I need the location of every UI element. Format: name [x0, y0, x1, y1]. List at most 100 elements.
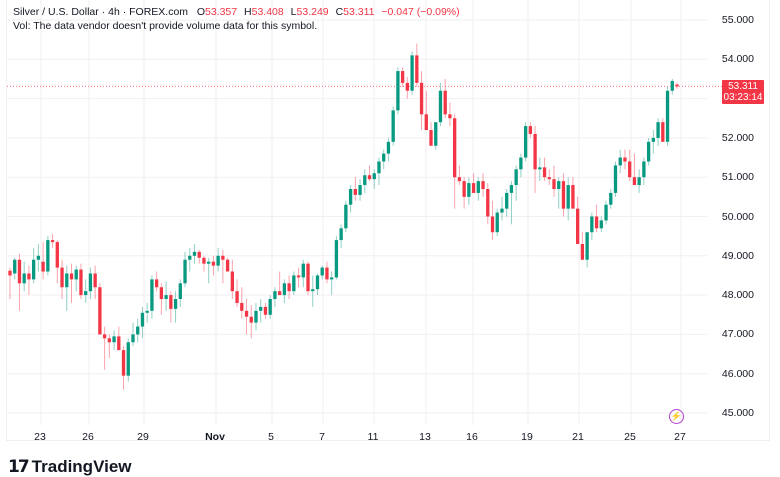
candle[interactable]: [273, 287, 277, 307]
candle[interactable]: [263, 302, 268, 319]
candle[interactable]: [372, 169, 376, 189]
candle[interactable]: [131, 322, 135, 347]
candle[interactable]: [325, 261, 329, 284]
candle[interactable]: [642, 157, 646, 186]
candle[interactable]: [613, 161, 618, 197]
candle[interactable]: [358, 179, 362, 201]
candle[interactable]: [74, 265, 78, 292]
candle[interactable]: [268, 295, 272, 319]
candle[interactable]: [675, 82, 679, 89]
candle[interactable]: [419, 71, 424, 131]
candle[interactable]: [334, 236, 339, 280]
candle[interactable]: [623, 149, 627, 170]
candle[interactable]: [79, 263, 83, 300]
candle[interactable]: [254, 302, 258, 331]
candle[interactable]: [367, 165, 372, 182]
candle[interactable]: [8, 267, 12, 300]
candle[interactable]: [628, 149, 632, 182]
candle[interactable]: [576, 196, 580, 245]
candle[interactable]: [500, 196, 504, 221]
candle[interactable]: [528, 122, 533, 138]
candle[interactable]: [98, 283, 102, 335]
candle[interactable]: [585, 232, 589, 268]
candle[interactable]: [211, 255, 216, 276]
candle[interactable]: [490, 200, 495, 241]
candle[interactable]: [391, 106, 395, 146]
candle[interactable]: [590, 212, 594, 241]
candle[interactable]: [495, 208, 499, 237]
candle[interactable]: [344, 200, 348, 233]
candle[interactable]: [505, 188, 509, 217]
candle[interactable]: [311, 275, 315, 307]
candle[interactable]: [542, 157, 547, 182]
candle[interactable]: [112, 330, 116, 351]
candle[interactable]: [471, 173, 476, 193]
candle[interactable]: [202, 255, 206, 272]
candle[interactable]: [296, 267, 301, 288]
candle[interactable]: [353, 177, 357, 201]
candle[interactable]: [69, 263, 74, 303]
candle[interactable]: [523, 122, 528, 162]
candle[interactable]: [651, 130, 656, 154]
candle[interactable]: [410, 51, 414, 95]
candle[interactable]: [646, 137, 651, 166]
candle[interactable]: [382, 149, 386, 170]
candle[interactable]: [457, 165, 462, 186]
candle[interactable]: [178, 279, 182, 307]
candle[interactable]: [126, 338, 130, 382]
candle[interactable]: [509, 181, 514, 225]
candle[interactable]: [363, 169, 367, 193]
candle[interactable]: [216, 247, 220, 272]
candle[interactable]: [557, 177, 561, 209]
candle[interactable]: [330, 271, 334, 296]
candle[interactable]: [164, 281, 168, 311]
candle[interactable]: [320, 265, 324, 280]
candle[interactable]: [386, 137, 391, 162]
candle[interactable]: [136, 318, 140, 343]
candle[interactable]: [519, 153, 523, 178]
candle[interactable]: [571, 177, 575, 209]
candle[interactable]: [301, 259, 305, 288]
candle[interactable]: [197, 249, 201, 264]
tradingview-logo[interactable]: 17 TradingView: [8, 457, 132, 477]
candle[interactable]: [533, 126, 537, 193]
candle[interactable]: [609, 188, 613, 209]
candle[interactable]: [107, 334, 111, 358]
candle[interactable]: [448, 102, 452, 127]
candle[interactable]: [443, 78, 447, 119]
candle[interactable]: [65, 265, 69, 311]
candle[interactable]: [438, 82, 443, 127]
candle[interactable]: [225, 257, 230, 272]
candle[interactable]: [84, 279, 88, 303]
candle[interactable]: [566, 177, 570, 221]
candle[interactable]: [159, 283, 164, 315]
candle[interactable]: [481, 173, 485, 197]
candle[interactable]: [632, 153, 637, 186]
candle[interactable]: [207, 257, 211, 284]
candle[interactable]: [514, 165, 518, 201]
candle[interactable]: [339, 224, 343, 248]
candle[interactable]: [173, 291, 178, 323]
candle[interactable]: [405, 76, 410, 99]
candle[interactable]: [287, 275, 291, 300]
candle[interactable]: [580, 232, 585, 260]
candle[interactable]: [306, 261, 310, 296]
candle[interactable]: [637, 169, 641, 193]
candle[interactable]: [36, 244, 41, 272]
candle[interactable]: [561, 173, 566, 217]
candle[interactable]: [117, 326, 121, 351]
candle[interactable]: [604, 200, 608, 225]
candle[interactable]: [102, 326, 107, 370]
candle[interactable]: [60, 259, 64, 300]
candle[interactable]: [434, 122, 438, 150]
candle[interactable]: [140, 306, 145, 339]
candle[interactable]: [240, 287, 244, 319]
candle[interactable]: [249, 304, 253, 339]
candle[interactable]: [277, 271, 282, 296]
candle[interactable]: [145, 302, 149, 323]
candle[interactable]: [169, 291, 173, 323]
candle[interactable]: [88, 267, 93, 300]
candle[interactable]: [400, 67, 405, 87]
candle[interactable]: [429, 122, 433, 146]
candle[interactable]: [467, 177, 471, 205]
